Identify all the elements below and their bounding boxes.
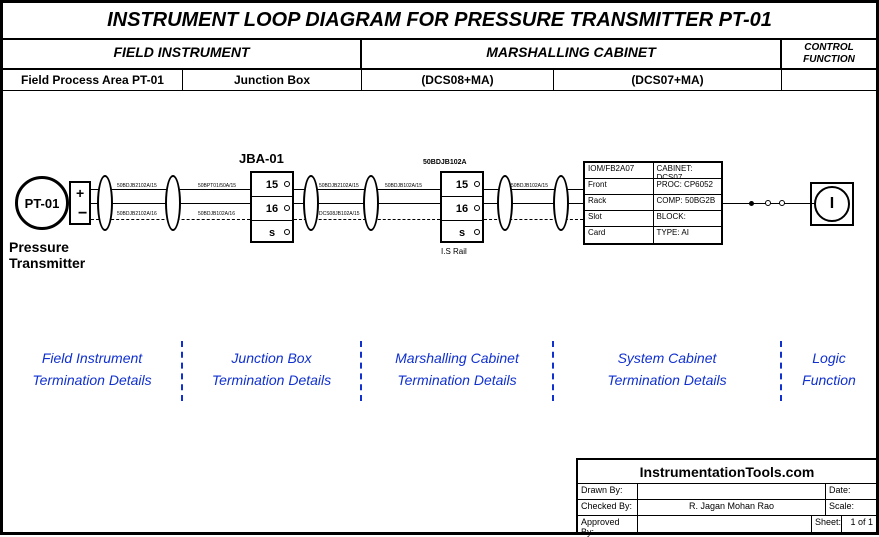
sc-r4c1: TYPE: AI [654, 227, 722, 243]
sc-r2c0: Rack [585, 195, 654, 210]
terminal-plus: + [76, 185, 84, 201]
sc-r1c0: Front [585, 179, 654, 194]
subcol-empty [782, 70, 876, 90]
mb-dot-2 [474, 205, 480, 211]
sc-r0c0: IOM/FB2A07 [585, 163, 654, 178]
diagram-frame: INSTRUMENT LOOP DIAGRAM FOR PRESSURE TRA… [0, 0, 879, 535]
approved-by-label: Approved By: [578, 516, 638, 532]
subcol-process-area: Field Process Area PT-01 [3, 70, 183, 90]
checked-by-label: Checked By: [578, 500, 638, 515]
cable-label-3b: DCS08JB102A/15 [319, 211, 360, 217]
marshalling-rail-label: I.S Rail [441, 247, 467, 256]
transmitter-terminal-block: + − [69, 181, 91, 225]
term-sys-1: System Cabinet [618, 350, 717, 366]
term-field: Field Instrument Termination Details [3, 341, 183, 401]
term-sys-2: Termination Details [607, 372, 726, 388]
section-marshalling: MARSHALLING CABINET [362, 40, 782, 68]
jb-dot-2 [284, 205, 290, 211]
cable-oval-2b [363, 175, 379, 231]
term-jb-2: Termination Details [212, 372, 331, 388]
cable-oval-2a [303, 175, 319, 231]
subcolumn-row: Field Process Area PT-01 Junction Box (D… [3, 70, 876, 91]
approved-by-val [638, 516, 812, 532]
wire-node-1 [749, 201, 754, 206]
logic-circle: I [814, 186, 850, 222]
cable-label-2t: 50BPT01/50A/15 [198, 183, 236, 189]
sheet-val: 1 of 1 [842, 516, 876, 532]
site-name: InstrumentationTools.com [578, 460, 876, 483]
subcol-junction-box: Junction Box [183, 70, 362, 90]
system-cabinet-table: IOM/FB2A07CABINET: DCS07 FrontPROC: CP60… [583, 161, 723, 245]
scale-label: Scale: [826, 500, 876, 515]
mb-dot-1 [474, 181, 480, 187]
diagram-canvas: 50BDJB2102A/15 50BDJB2102A/16 50BPT01/50… [3, 91, 876, 341]
term-marsh-2: Termination Details [397, 372, 516, 388]
transmitter-label-1: Pressure [9, 239, 69, 255]
term-field-1: Field Instrument [42, 350, 142, 366]
sheet-label: Sheet: [812, 516, 842, 532]
marshalling-box-label: 50BDJB102A [423, 159, 467, 166]
termination-label-row: Field Instrument Termination Details Jun… [3, 341, 876, 401]
term-marsh-1: Marshalling Cabinet [395, 350, 519, 366]
wire-node-3 [779, 200, 785, 206]
jb-dot-3 [284, 229, 290, 235]
term-sys: System Cabinet Termination Details [554, 341, 782, 401]
drawn-by-label: Drawn By: [578, 484, 638, 499]
junction-box-label: JBA-01 [239, 151, 284, 166]
cable-oval-1b [165, 175, 181, 231]
sc-r4c0: Card [585, 227, 654, 243]
term-logic-1: Logic [812, 350, 845, 366]
date-label: Date: [826, 484, 876, 499]
jb-dot-1 [284, 181, 290, 187]
sc-r3c1: BLOCK: [654, 211, 722, 226]
term-logic-2: Function [802, 372, 856, 388]
drawn-by-val [638, 484, 826, 499]
cable-label-2b: 50BDJB102A/16 [198, 211, 235, 217]
term-jb: Junction Box Termination Details [183, 341, 362, 401]
sc-r1c1: PROC: CP6052 [654, 179, 722, 194]
diagram-title: INSTRUMENT LOOP DIAGRAM FOR PRESSURE TRA… [3, 3, 876, 40]
section-control: CONTROL FUNCTION [782, 40, 876, 68]
cable-label-3t: 50BDJB2102A/15 [319, 183, 359, 189]
cable-oval-3b [553, 175, 569, 231]
transmitter-symbol: PT-01 [15, 176, 69, 230]
section-field: FIELD INSTRUMENT [3, 40, 362, 68]
cable-label-1b: 50BDJB2102A/16 [117, 211, 157, 217]
cable-label-5t: 50BDJB102A/15 [511, 183, 548, 189]
sc-r2c1: COMP: 50BG2B [654, 195, 722, 210]
sc-r3c0: Slot [585, 211, 654, 226]
mb-dot-3 [474, 229, 480, 235]
subcol-dcs08: (DCS08+MA) [362, 70, 554, 90]
transmitter-label-2: Transmitter [9, 255, 85, 271]
cable-label-1t: 50BDJB2102A/15 [117, 183, 157, 189]
terminal-minus: − [78, 205, 87, 223]
section-header-row: FIELD INSTRUMENT MARSHALLING CABINET CON… [3, 40, 876, 70]
transmitter-label: Pressure Transmitter [9, 239, 85, 271]
title-block: InstrumentationTools.com Drawn By: Date:… [576, 458, 876, 532]
subcol-dcs07: (DCS07+MA) [554, 70, 782, 90]
sc-r0c1: CABINET: DCS07 [654, 163, 722, 178]
checked-by-val: R. Jagan Mohan Rao [638, 500, 826, 515]
wire-node-2 [765, 200, 771, 206]
term-jb-1: Junction Box [231, 350, 311, 366]
term-logic: Logic Function [782, 341, 876, 401]
cable-label-4t: 50BDJB102A/15 [385, 183, 422, 189]
cable-oval-1a [97, 175, 113, 231]
term-field-2: Termination Details [32, 372, 151, 388]
term-marsh: Marshalling Cabinet Termination Details [362, 341, 554, 401]
